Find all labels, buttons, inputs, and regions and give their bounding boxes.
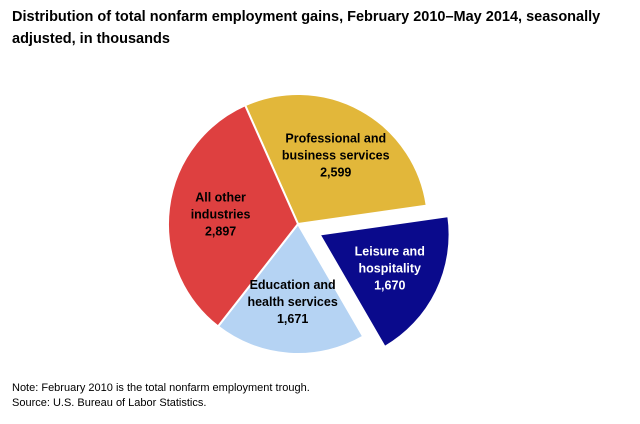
slice-label-3: All other industries 2,897: [191, 191, 251, 239]
slice-label-line-2-1: health services: [247, 295, 337, 309]
slice-label-line-2-0: Education and: [250, 278, 336, 292]
slice-value-2: 1,671: [277, 312, 308, 326]
pie-slice-1: [317, 214, 451, 349]
slice-label-line-0-0: Professional and: [285, 132, 386, 146]
slice-value-1: 1,670: [374, 279, 405, 293]
slice-label-line-0-1: business services: [282, 149, 390, 163]
slice-value-3: 2,897: [205, 225, 236, 239]
slice-label-0: Professional and business services 2,599: [282, 132, 390, 180]
slice-label-line-3-0: All other: [195, 191, 246, 205]
pie-slice-3: [167, 103, 300, 328]
slice-label-line-3-1: industries: [191, 208, 251, 222]
slice-label-2: Education and health services 1,671: [247, 278, 337, 326]
chart-title: Distribution of total nonfarm employment…: [12, 9, 601, 47]
chart-notes: Note: February 2010 is the total nonfarm…: [12, 381, 310, 411]
slice-label-line-1-0: Leisure and: [355, 245, 425, 259]
pie-slice-2: [216, 222, 365, 355]
footnote: Note: February 2010 is the total nonfarm…: [12, 382, 310, 394]
pie-labels: Professional and business services 2,599 Le…: [191, 132, 425, 326]
slice-label-1: Leisure and hospitality 1,670: [355, 245, 425, 293]
slice-label-line-1-1: hospitality: [359, 262, 422, 276]
slice-value-0: 2,599: [320, 166, 351, 180]
source-note: Source: U.S. Bureau of Labor Statistics.: [12, 397, 207, 409]
pie-slices: [167, 93, 451, 355]
pie-slice-0: [243, 93, 428, 226]
